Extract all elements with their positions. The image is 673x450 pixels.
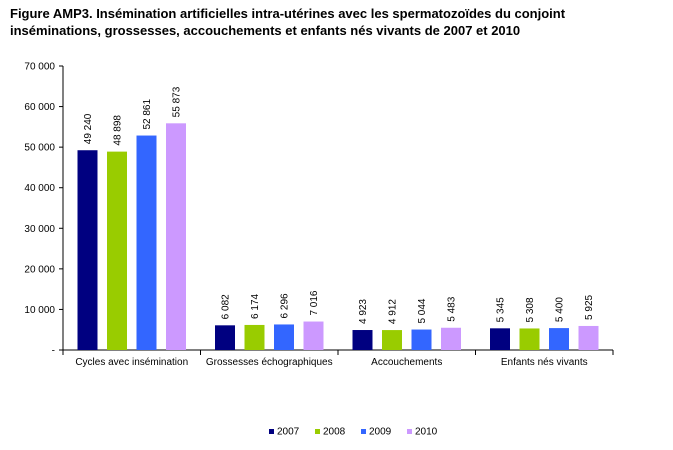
chart-title: Figure AMP3. Insémination artificielles … bbox=[10, 5, 670, 39]
y-tick-label: 50 000 bbox=[24, 143, 55, 154]
y-tick-label: 40 000 bbox=[24, 183, 55, 194]
bar-2009 bbox=[549, 328, 569, 350]
bar-2007 bbox=[215, 325, 235, 350]
data-label: 5 308 bbox=[525, 297, 536, 322]
data-label: 5 345 bbox=[496, 297, 507, 322]
legend-label: 2008 bbox=[323, 427, 346, 438]
bar-2009 bbox=[136, 135, 157, 350]
chart-title-line-1: Figure AMP3. Insémination artificielles … bbox=[10, 6, 566, 21]
bar-2010 bbox=[578, 325, 599, 350]
y-tick-label: - bbox=[52, 346, 55, 357]
bar-2008 bbox=[382, 330, 402, 350]
legend-label: 2010 bbox=[415, 427, 438, 438]
y-tick-label: 20 000 bbox=[24, 264, 55, 275]
bar-2008 bbox=[519, 328, 540, 350]
bar-2008 bbox=[107, 151, 127, 350]
data-label: 6 296 bbox=[280, 293, 291, 318]
bar-2009 bbox=[411, 329, 432, 350]
y-tick-label: 60 000 bbox=[24, 102, 55, 113]
bar-2009 bbox=[274, 324, 294, 350]
bar-2007 bbox=[352, 330, 373, 350]
data-label: 7 016 bbox=[309, 290, 320, 315]
legend-swatch-2010 bbox=[407, 429, 412, 434]
data-label: 4 923 bbox=[358, 299, 369, 324]
data-label: 48 898 bbox=[113, 115, 124, 146]
x-category-label: Enfants nés vivants bbox=[501, 357, 588, 368]
bar-2007 bbox=[77, 150, 98, 350]
bar-2007 bbox=[490, 328, 510, 350]
data-label: 5 483 bbox=[447, 296, 458, 321]
y-tick-label: 30 000 bbox=[24, 224, 55, 235]
legend-swatch-2008 bbox=[315, 429, 320, 434]
bar-2008 bbox=[244, 324, 265, 350]
y-tick-label: 70 000 bbox=[24, 62, 55, 73]
data-label: 6 174 bbox=[250, 293, 261, 318]
legend-swatch-2009 bbox=[361, 429, 366, 434]
data-label: 49 240 bbox=[83, 113, 94, 144]
data-label: 5 925 bbox=[584, 294, 595, 319]
data-label: 6 082 bbox=[221, 294, 232, 319]
x-category-label: Grossesses échographiques bbox=[206, 357, 333, 368]
legend-swatch-2007 bbox=[269, 429, 274, 434]
data-label: 52 861 bbox=[142, 99, 153, 130]
chart-title-line-2: inséminations, grossesses, accouchements… bbox=[10, 23, 521, 38]
legend-label: 2009 bbox=[369, 427, 392, 438]
legend-label: 2007 bbox=[277, 427, 300, 438]
data-label: 5 044 bbox=[417, 298, 428, 323]
y-tick-label: 10 000 bbox=[24, 305, 55, 316]
bar-2010 bbox=[166, 123, 186, 351]
data-label: 55 873 bbox=[172, 86, 183, 117]
data-label: 5 400 bbox=[555, 297, 566, 322]
bar-2010 bbox=[441, 327, 461, 350]
x-category-label: Cycles avec insémination bbox=[75, 357, 188, 368]
bar-2010 bbox=[303, 321, 324, 350]
x-category-label: Accouchements bbox=[371, 357, 442, 368]
data-label: 4 912 bbox=[388, 299, 399, 324]
